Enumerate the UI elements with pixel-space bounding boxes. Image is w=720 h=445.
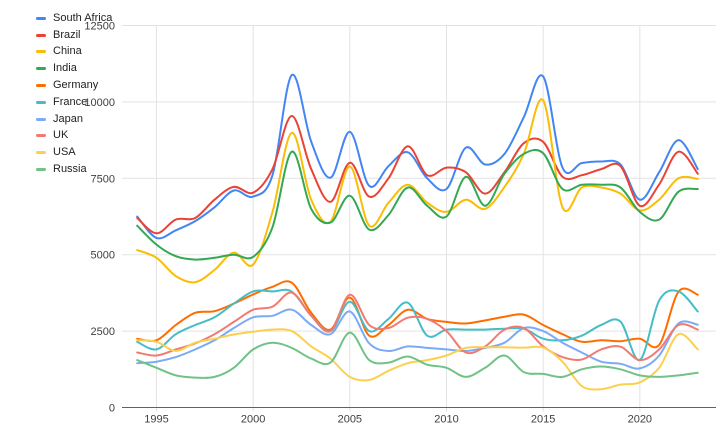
legend-label: Japan — [53, 112, 83, 125]
series-line-india — [136, 148, 699, 261]
series-line-uk — [136, 291, 699, 362]
legend-label: USA — [53, 146, 76, 159]
axis-tick-labels: 0 2500 5000 7500 10000 12500 1995 2000 2005 2010 2… — [84, 21, 652, 426]
legend-label: China — [53, 45, 82, 58]
legend-label: Germany — [53, 79, 99, 92]
series-line-china — [136, 98, 699, 284]
legend-label: South Africa — [53, 11, 113, 24]
legend-marker-icon — [36, 134, 46, 138]
y-tick-label-2500: 2500 — [91, 326, 115, 338]
x-tick-label-1995: 1995 — [144, 414, 168, 426]
y-tick-label-5000: 5000 — [91, 250, 115, 262]
legend-label: India — [53, 62, 77, 75]
series-line-japan — [136, 308, 699, 370]
series-line-brazil — [136, 115, 699, 235]
legend-marker-icon — [36, 117, 46, 121]
axes — [122, 407, 716, 412]
x-tick-label-2020: 2020 — [628, 414, 652, 426]
legend-item-brazil: Brazil — [36, 27, 112, 44]
y-tick-label-7500: 7500 — [91, 173, 115, 185]
legend-marker-icon — [36, 33, 46, 37]
x-tick-label-2005: 2005 — [338, 414, 362, 426]
y-tick-label-0: 0 — [109, 403, 115, 415]
legend-item-japan: Japan — [36, 111, 112, 128]
legend-item-france: France — [36, 94, 112, 111]
legend-marker-icon — [36, 16, 46, 20]
legend-item-india: India — [36, 60, 112, 77]
legend-marker-icon — [36, 50, 46, 54]
series-line-south-africa — [136, 73, 699, 240]
y-tick-label-12500: 12500 — [84, 21, 115, 33]
legend-marker-icon — [36, 67, 46, 71]
gridlines — [122, 25, 716, 408]
series-line-usa — [136, 328, 699, 391]
legend-label: France — [53, 95, 88, 108]
legend-marker-icon — [36, 84, 46, 88]
legend-label: UK — [53, 129, 69, 142]
x-tick-label-2010: 2010 — [434, 414, 458, 426]
legend-item-south-africa: South Africa — [36, 10, 112, 27]
chart-legend: South Africa Brazil China India Germany Franc… — [36, 10, 112, 178]
legend-label: Russia — [53, 163, 87, 176]
legend-item-uk: UK — [36, 128, 112, 145]
legend-marker-icon — [36, 151, 46, 155]
legend-label: Brazil — [53, 28, 81, 41]
legend-marker-icon — [36, 100, 46, 104]
legend-item-germany: Germany — [36, 77, 112, 94]
x-tick-label-2000: 2000 — [241, 414, 265, 426]
series-line-france — [136, 288, 699, 362]
data-series — [136, 73, 699, 391]
legend-item-china: China — [36, 44, 112, 61]
legend-marker-icon — [36, 168, 46, 172]
legend-item-russia: Russia — [36, 161, 112, 178]
y-tick-label-10000: 10000 — [84, 97, 115, 109]
series-line-russia — [136, 331, 699, 379]
x-tick-label-2015: 2015 — [531, 414, 555, 426]
legend-item-usa: USA — [36, 144, 112, 161]
